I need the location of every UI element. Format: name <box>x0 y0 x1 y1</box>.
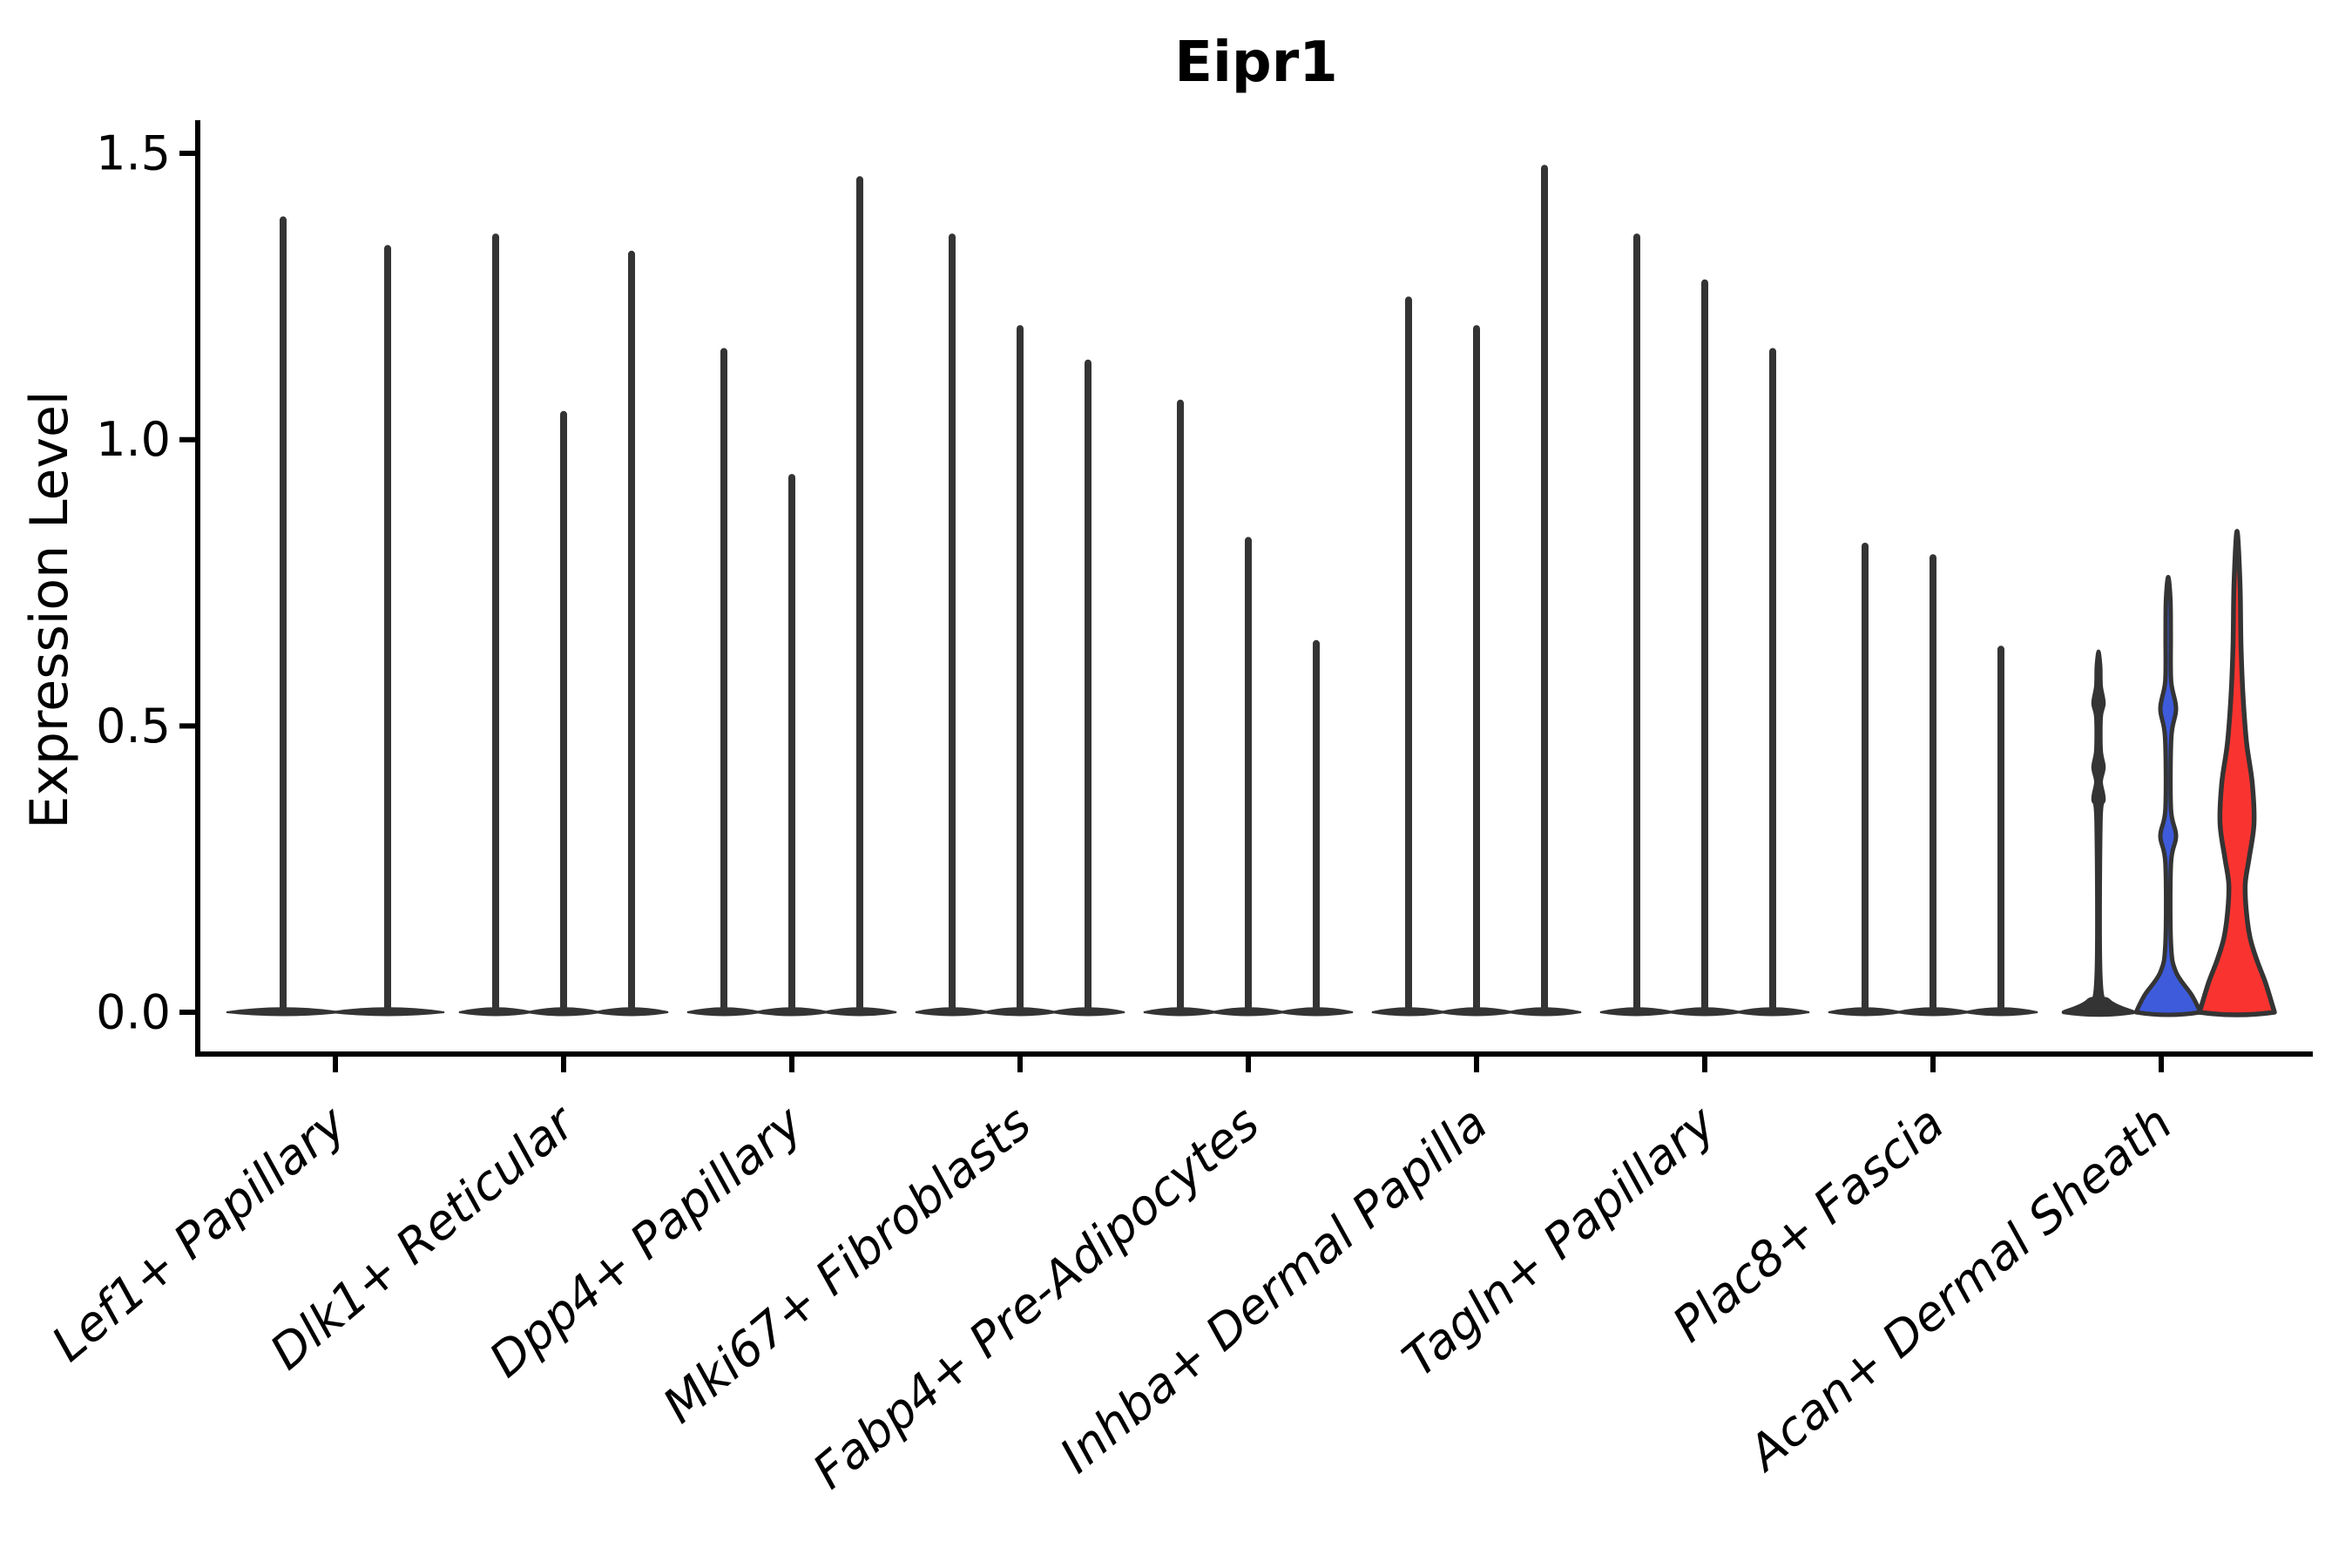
y-tick-label: 1.0 <box>96 412 171 467</box>
violin-profile <box>2197 529 2277 1017</box>
y-tick-label: 1.5 <box>96 126 171 181</box>
chart-title: Eipr1 <box>1174 30 1338 95</box>
violin-profile <box>2133 575 2203 1017</box>
x-category-label: Inhba+ Dermal Papilla <box>1050 1095 1498 1484</box>
violin-profile <box>2061 649 2136 1017</box>
y-tick-label: 0.5 <box>96 699 171 754</box>
x-category-label: Fabp4+ Pre-Adipocytes <box>802 1095 1269 1500</box>
y-axis-label: Expression Level <box>19 390 80 829</box>
x-category-label: Acan+ Dermal Sheath <box>1736 1095 2183 1483</box>
y-tick-label: 0.0 <box>96 985 171 1040</box>
x-category-label: Mki67+ Fibroblasts <box>652 1095 1041 1434</box>
